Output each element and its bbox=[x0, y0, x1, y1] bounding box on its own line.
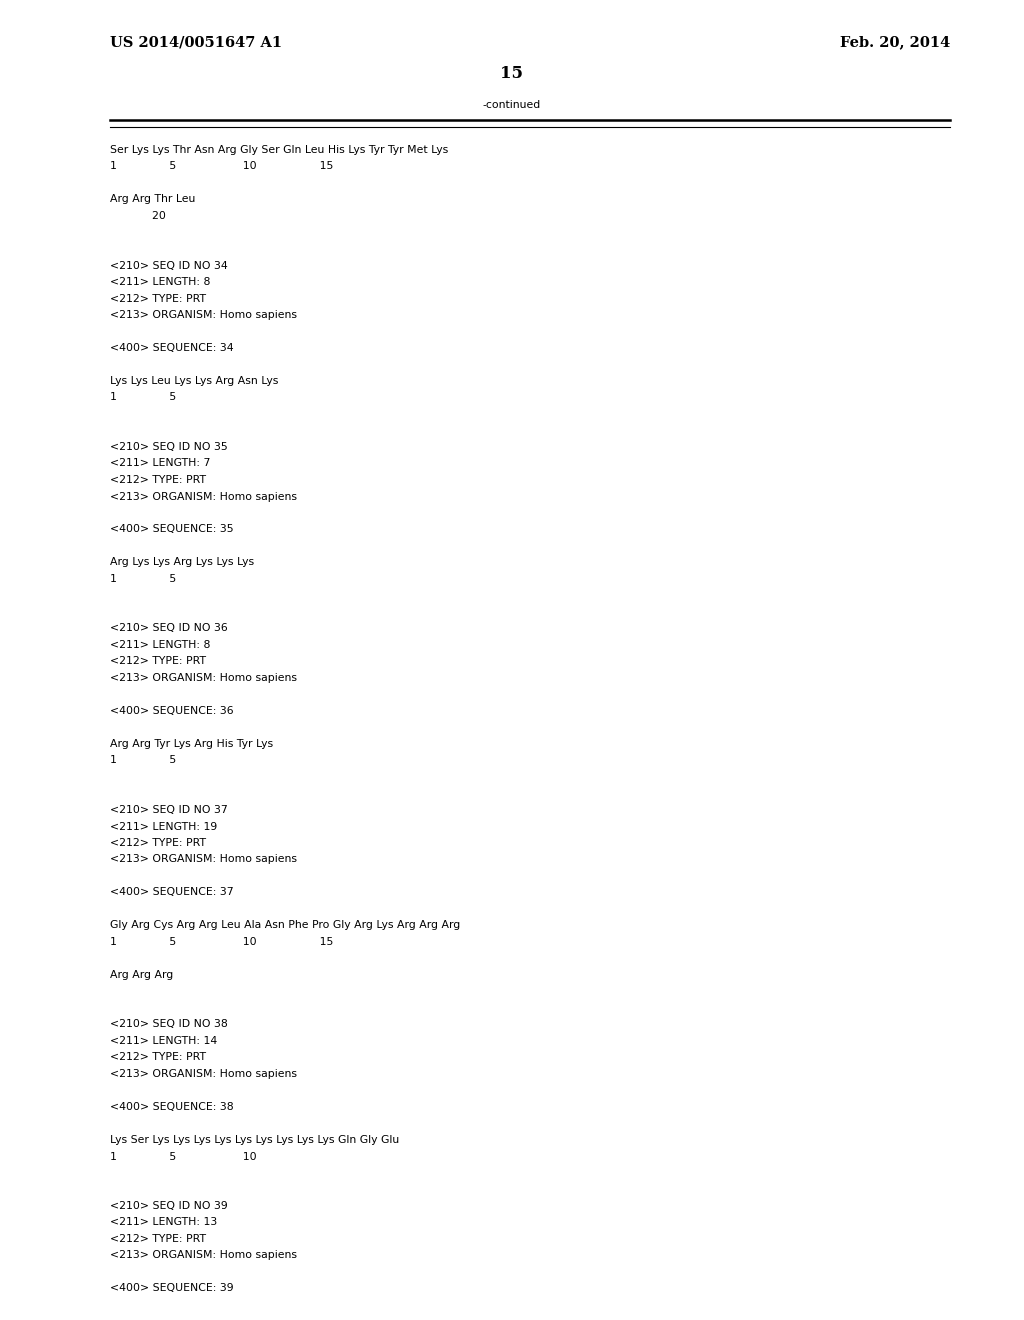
Text: <210> SEQ ID NO 39: <210> SEQ ID NO 39 bbox=[110, 1201, 227, 1210]
Text: Lys Lys Leu Lys Lys Arg Asn Lys: Lys Lys Leu Lys Lys Arg Asn Lys bbox=[110, 376, 279, 385]
Text: <210> SEQ ID NO 36: <210> SEQ ID NO 36 bbox=[110, 623, 227, 634]
Text: Lys Ser Lys Lys Lys Lys Lys Lys Lys Lys Lys Gln Gly Glu: Lys Ser Lys Lys Lys Lys Lys Lys Lys Lys … bbox=[110, 1135, 399, 1144]
Text: <213> ORGANISM: Homo sapiens: <213> ORGANISM: Homo sapiens bbox=[110, 673, 297, 682]
Text: <210> SEQ ID NO 38: <210> SEQ ID NO 38 bbox=[110, 1019, 227, 1030]
Text: <213> ORGANISM: Homo sapiens: <213> ORGANISM: Homo sapiens bbox=[110, 1250, 297, 1261]
Text: <210> SEQ ID NO 35: <210> SEQ ID NO 35 bbox=[110, 442, 227, 451]
Text: <211> LENGTH: 8: <211> LENGTH: 8 bbox=[110, 277, 210, 286]
Text: -continued: -continued bbox=[483, 100, 541, 110]
Text: <212> TYPE: PRT: <212> TYPE: PRT bbox=[110, 656, 206, 667]
Text: US 2014/0051647 A1: US 2014/0051647 A1 bbox=[110, 36, 283, 49]
Text: Arg Arg Thr Leu: Arg Arg Thr Leu bbox=[110, 194, 196, 205]
Text: <211> LENGTH: 7: <211> LENGTH: 7 bbox=[110, 458, 210, 469]
Text: <400> SEQUENCE: 36: <400> SEQUENCE: 36 bbox=[110, 706, 233, 715]
Text: <210> SEQ ID NO 34: <210> SEQ ID NO 34 bbox=[110, 260, 227, 271]
Text: 1               5: 1 5 bbox=[110, 392, 176, 403]
Text: 20: 20 bbox=[110, 211, 166, 220]
Text: <211> LENGTH: 14: <211> LENGTH: 14 bbox=[110, 1036, 217, 1045]
Text: <400> SEQUENCE: 38: <400> SEQUENCE: 38 bbox=[110, 1102, 233, 1111]
Text: Gly Arg Cys Arg Arg Leu Ala Asn Phe Pro Gly Arg Lys Arg Arg Arg: Gly Arg Cys Arg Arg Leu Ala Asn Phe Pro … bbox=[110, 920, 460, 931]
Text: <212> TYPE: PRT: <212> TYPE: PRT bbox=[110, 1234, 206, 1243]
Text: 1               5: 1 5 bbox=[110, 574, 176, 583]
Text: <213> ORGANISM: Homo sapiens: <213> ORGANISM: Homo sapiens bbox=[110, 310, 297, 319]
Text: <211> LENGTH: 8: <211> LENGTH: 8 bbox=[110, 640, 210, 649]
Text: <400> SEQUENCE: 39: <400> SEQUENCE: 39 bbox=[110, 1283, 233, 1294]
Text: <210> SEQ ID NO 37: <210> SEQ ID NO 37 bbox=[110, 805, 227, 814]
Text: <212> TYPE: PRT: <212> TYPE: PRT bbox=[110, 838, 206, 847]
Text: Feb. 20, 2014: Feb. 20, 2014 bbox=[840, 36, 950, 49]
Text: 15: 15 bbox=[501, 65, 523, 82]
Text: <211> LENGTH: 13: <211> LENGTH: 13 bbox=[110, 1217, 217, 1228]
Text: 1               5: 1 5 bbox=[110, 755, 176, 766]
Text: <400> SEQUENCE: 34: <400> SEQUENCE: 34 bbox=[110, 343, 233, 352]
Text: <213> ORGANISM: Homo sapiens: <213> ORGANISM: Homo sapiens bbox=[110, 854, 297, 865]
Text: 1               5                   10                  15: 1 5 10 15 bbox=[110, 161, 334, 172]
Text: 1               5                   10: 1 5 10 bbox=[110, 1151, 257, 1162]
Text: Arg Lys Lys Arg Lys Lys Lys: Arg Lys Lys Arg Lys Lys Lys bbox=[110, 557, 254, 568]
Text: Arg Arg Arg: Arg Arg Arg bbox=[110, 970, 173, 979]
Text: 1               5                   10                  15: 1 5 10 15 bbox=[110, 937, 334, 946]
Text: <211> LENGTH: 19: <211> LENGTH: 19 bbox=[110, 821, 217, 832]
Text: Ser Lys Lys Thr Asn Arg Gly Ser Gln Leu His Lys Tyr Tyr Met Lys: Ser Lys Lys Thr Asn Arg Gly Ser Gln Leu … bbox=[110, 145, 449, 154]
Text: <212> TYPE: PRT: <212> TYPE: PRT bbox=[110, 1052, 206, 1063]
Text: Arg Arg Tyr Lys Arg His Tyr Lys: Arg Arg Tyr Lys Arg His Tyr Lys bbox=[110, 739, 273, 748]
Text: <213> ORGANISM: Homo sapiens: <213> ORGANISM: Homo sapiens bbox=[110, 1069, 297, 1078]
Text: <400> SEQUENCE: 35: <400> SEQUENCE: 35 bbox=[110, 524, 233, 535]
Text: <212> TYPE: PRT: <212> TYPE: PRT bbox=[110, 475, 206, 484]
Text: <400> SEQUENCE: 37: <400> SEQUENCE: 37 bbox=[110, 887, 233, 898]
Text: <213> ORGANISM: Homo sapiens: <213> ORGANISM: Homo sapiens bbox=[110, 491, 297, 502]
Text: <212> TYPE: PRT: <212> TYPE: PRT bbox=[110, 293, 206, 304]
